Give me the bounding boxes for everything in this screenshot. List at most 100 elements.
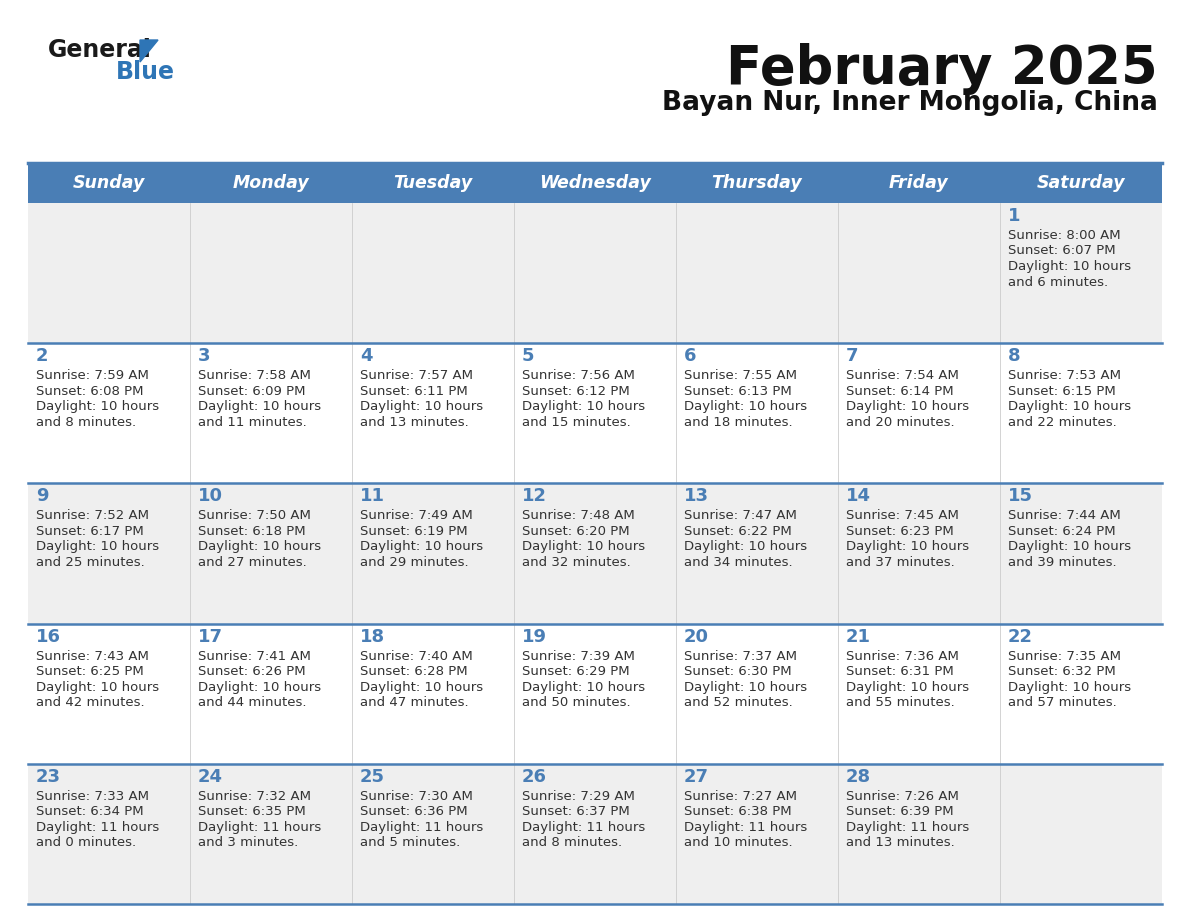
Text: and 11 minutes.: and 11 minutes.	[198, 416, 307, 429]
Text: Sunrise: 7:33 AM: Sunrise: 7:33 AM	[36, 789, 148, 803]
Bar	[352, 343, 514, 367]
Text: Sunset: 6:12 PM: Sunset: 6:12 PM	[522, 385, 630, 397]
Text: Sunrise: 7:53 AM: Sunrise: 7:53 AM	[1007, 369, 1121, 382]
Text: 27: 27	[684, 767, 709, 786]
Text: Bayan Nur, Inner Mongolia, China: Bayan Nur, Inner Mongolia, China	[662, 90, 1158, 116]
Text: Sunrise: 7:58 AM: Sunrise: 7:58 AM	[198, 369, 311, 382]
Bar	[29, 343, 190, 367]
Text: Sunset: 6:08 PM: Sunset: 6:08 PM	[36, 385, 144, 397]
Text: Daylight: 10 hours: Daylight: 10 hours	[846, 541, 969, 554]
Text: Sunrise: 7:43 AM: Sunrise: 7:43 AM	[36, 650, 148, 663]
Text: 7: 7	[846, 347, 859, 365]
Text: Sunrise: 7:40 AM: Sunrise: 7:40 AM	[360, 650, 473, 663]
Text: Friday: Friday	[889, 174, 949, 192]
Text: Daylight: 10 hours: Daylight: 10 hours	[684, 541, 807, 554]
Text: and 10 minutes.: and 10 minutes.	[684, 836, 792, 849]
Bar	[29, 484, 190, 508]
Text: Sunset: 6:19 PM: Sunset: 6:19 PM	[360, 525, 468, 538]
Text: and 22 minutes.: and 22 minutes.	[1007, 416, 1117, 429]
Text: Sunrise: 7:39 AM: Sunrise: 7:39 AM	[522, 650, 634, 663]
Text: and 13 minutes.: and 13 minutes.	[360, 416, 469, 429]
Text: Sunrise: 7:44 AM: Sunrise: 7:44 AM	[1007, 509, 1120, 522]
Text: Sunset: 6:31 PM: Sunset: 6:31 PM	[846, 666, 954, 678]
Text: Sunrise: 7:32 AM: Sunrise: 7:32 AM	[198, 789, 311, 803]
Text: Sunrise: 8:00 AM: Sunrise: 8:00 AM	[1007, 229, 1120, 242]
Bar	[29, 163, 1162, 203]
Text: 5: 5	[522, 347, 535, 365]
Text: 16: 16	[36, 628, 61, 645]
Bar	[1000, 623, 1162, 647]
Text: Sunrise: 7:35 AM: Sunrise: 7:35 AM	[1007, 650, 1121, 663]
Text: Sunset: 6:29 PM: Sunset: 6:29 PM	[522, 666, 630, 678]
Bar	[1000, 203, 1162, 227]
Text: and 57 minutes.: and 57 minutes.	[1007, 696, 1117, 709]
Text: and 39 minutes.: and 39 minutes.	[1007, 556, 1117, 569]
Bar	[29, 484, 1162, 623]
Bar	[1000, 343, 1162, 367]
Text: Sunset: 6:39 PM: Sunset: 6:39 PM	[846, 805, 954, 818]
Text: Sunday: Sunday	[72, 174, 145, 192]
Text: Daylight: 10 hours: Daylight: 10 hours	[522, 680, 645, 694]
Text: Wednesday: Wednesday	[539, 174, 651, 192]
Text: 18: 18	[360, 628, 385, 645]
Text: Daylight: 11 hours: Daylight: 11 hours	[846, 821, 969, 834]
Bar	[29, 764, 1162, 904]
Text: 11: 11	[360, 487, 385, 506]
Text: Daylight: 11 hours: Daylight: 11 hours	[36, 821, 159, 834]
Text: 28: 28	[846, 767, 871, 786]
Text: and 50 minutes.: and 50 minutes.	[522, 696, 631, 709]
Text: and 34 minutes.: and 34 minutes.	[684, 556, 792, 569]
Text: and 37 minutes.: and 37 minutes.	[846, 556, 955, 569]
Text: 14: 14	[846, 487, 871, 506]
Text: Daylight: 10 hours: Daylight: 10 hours	[198, 680, 321, 694]
Text: 3: 3	[198, 347, 210, 365]
Text: Daylight: 10 hours: Daylight: 10 hours	[360, 400, 484, 413]
Text: Daylight: 11 hours: Daylight: 11 hours	[684, 821, 808, 834]
Text: and 0 minutes.: and 0 minutes.	[36, 836, 137, 849]
Text: Sunset: 6:37 PM: Sunset: 6:37 PM	[522, 805, 630, 818]
Bar	[838, 764, 1000, 788]
Text: Daylight: 10 hours: Daylight: 10 hours	[846, 680, 969, 694]
Bar	[29, 764, 190, 788]
Text: Daylight: 10 hours: Daylight: 10 hours	[360, 541, 484, 554]
Bar	[29, 343, 1162, 484]
Text: 4: 4	[360, 347, 373, 365]
Text: 10: 10	[198, 487, 223, 506]
Text: Sunset: 6:28 PM: Sunset: 6:28 PM	[360, 666, 468, 678]
Text: Sunrise: 7:57 AM: Sunrise: 7:57 AM	[360, 369, 473, 382]
Text: 8: 8	[1007, 347, 1020, 365]
Text: and 18 minutes.: and 18 minutes.	[684, 416, 792, 429]
Text: and 44 minutes.: and 44 minutes.	[198, 696, 307, 709]
Text: 1: 1	[1007, 207, 1020, 225]
Text: 15: 15	[1007, 487, 1034, 506]
Text: and 6 minutes.: and 6 minutes.	[1007, 275, 1108, 288]
Bar	[1000, 484, 1162, 508]
Text: Daylight: 10 hours: Daylight: 10 hours	[684, 400, 807, 413]
Bar	[838, 623, 1000, 647]
Polygon shape	[140, 40, 158, 62]
Bar	[514, 343, 676, 367]
Text: 26: 26	[522, 767, 546, 786]
Bar	[190, 343, 352, 367]
Text: Sunset: 6:14 PM: Sunset: 6:14 PM	[846, 385, 954, 397]
Bar	[190, 623, 352, 647]
Bar	[676, 764, 838, 788]
Text: Sunrise: 7:45 AM: Sunrise: 7:45 AM	[846, 509, 959, 522]
Text: Sunrise: 7:36 AM: Sunrise: 7:36 AM	[846, 650, 959, 663]
Text: Sunset: 6:15 PM: Sunset: 6:15 PM	[1007, 385, 1116, 397]
Text: Daylight: 10 hours: Daylight: 10 hours	[1007, 680, 1131, 694]
Text: and 27 minutes.: and 27 minutes.	[198, 556, 307, 569]
Text: Sunset: 6:25 PM: Sunset: 6:25 PM	[36, 666, 144, 678]
Text: Sunrise: 7:26 AM: Sunrise: 7:26 AM	[846, 789, 959, 803]
Text: Sunrise: 7:41 AM: Sunrise: 7:41 AM	[198, 650, 311, 663]
Text: 17: 17	[198, 628, 223, 645]
Bar	[838, 343, 1000, 367]
Text: Thursday: Thursday	[712, 174, 802, 192]
Text: Daylight: 11 hours: Daylight: 11 hours	[360, 821, 484, 834]
Text: Sunset: 6:32 PM: Sunset: 6:32 PM	[1007, 666, 1116, 678]
Text: Sunrise: 7:50 AM: Sunrise: 7:50 AM	[198, 509, 311, 522]
Text: Daylight: 10 hours: Daylight: 10 hours	[846, 400, 969, 413]
Text: Sunrise: 7:47 AM: Sunrise: 7:47 AM	[684, 509, 797, 522]
Text: Sunset: 6:36 PM: Sunset: 6:36 PM	[360, 805, 468, 818]
Text: Daylight: 10 hours: Daylight: 10 hours	[1007, 400, 1131, 413]
